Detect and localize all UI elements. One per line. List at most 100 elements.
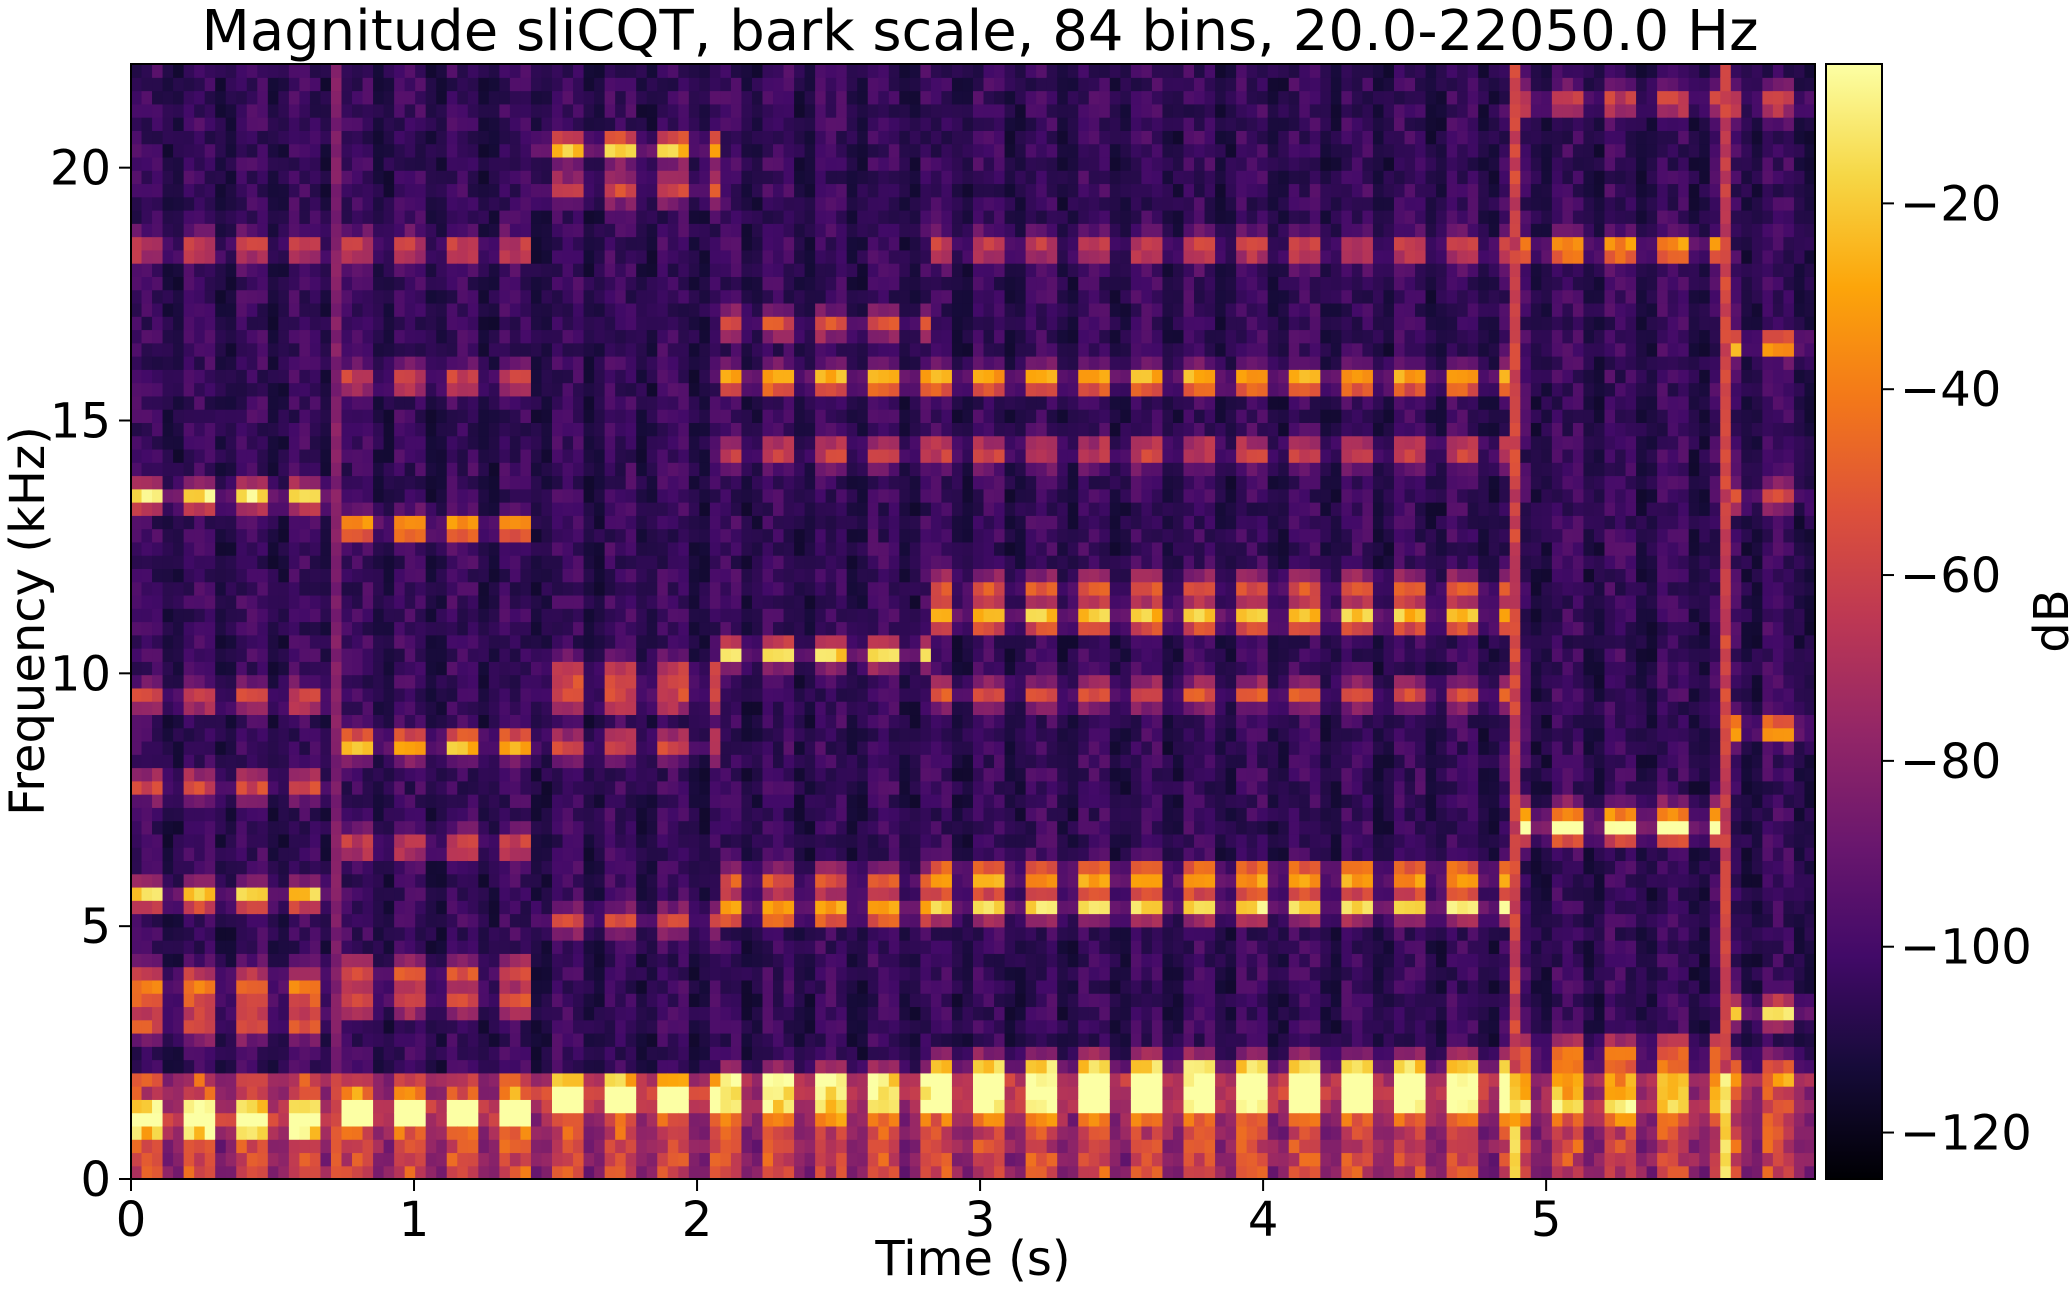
heatmap-cell bbox=[678, 183, 690, 198]
heatmap-cell bbox=[509, 435, 522, 450]
heatmap-cell bbox=[709, 369, 722, 384]
heatmap-cell bbox=[278, 117, 290, 131]
heatmap-cell bbox=[131, 462, 143, 477]
heatmap-cell bbox=[552, 1019, 564, 1034]
heatmap-cell bbox=[173, 1046, 185, 1061]
heatmap-cell bbox=[667, 621, 679, 636]
heatmap-cell bbox=[246, 276, 258, 291]
heatmap-cell bbox=[467, 1099, 479, 1114]
heatmap-cell bbox=[657, 502, 669, 516]
heatmap-cell bbox=[741, 687, 753, 702]
heatmap-cell bbox=[699, 382, 711, 397]
heatmap-cell bbox=[751, 1139, 764, 1154]
heatmap-cell bbox=[678, 913, 690, 928]
heatmap-cell bbox=[341, 263, 353, 277]
heatmap-cell bbox=[225, 528, 237, 543]
heatmap-cell bbox=[288, 1032, 301, 1047]
heatmap-cell bbox=[457, 701, 469, 716]
heatmap-cell bbox=[636, 1032, 648, 1047]
heatmap-cell bbox=[404, 541, 416, 556]
heatmap-cell bbox=[215, 1139, 227, 1154]
heatmap-cell bbox=[509, 860, 522, 875]
heatmap-cell bbox=[225, 422, 237, 437]
heatmap-cell bbox=[625, 356, 637, 370]
heatmap-cell bbox=[215, 767, 227, 782]
heatmap-cell bbox=[131, 103, 143, 118]
heatmap-cell bbox=[236, 488, 248, 503]
heatmap-cell bbox=[415, 940, 427, 954]
heatmap-cell bbox=[573, 395, 585, 410]
heatmap-cell bbox=[530, 674, 543, 689]
heatmap-cell bbox=[688, 382, 700, 397]
heatmap-cell bbox=[552, 833, 564, 848]
heatmap-cell bbox=[415, 130, 427, 145]
heatmap-cell bbox=[562, 1125, 574, 1140]
heatmap-cell bbox=[246, 1072, 258, 1087]
heatmap-cell bbox=[646, 661, 658, 676]
heatmap-cell bbox=[215, 1019, 227, 1034]
heatmap-cell bbox=[436, 940, 448, 954]
heatmap-cell bbox=[520, 634, 532, 649]
heatmap-cell bbox=[425, 143, 437, 158]
heatmap-cell bbox=[236, 183, 248, 198]
heatmap-cell bbox=[194, 940, 206, 954]
heatmap-cell bbox=[520, 807, 532, 822]
heatmap-cell bbox=[646, 886, 658, 901]
heatmap-cell bbox=[562, 382, 574, 397]
heatmap-cell bbox=[594, 289, 606, 304]
heatmap-cell bbox=[288, 356, 301, 370]
heatmap-cell bbox=[436, 886, 448, 901]
heatmap-cell bbox=[278, 64, 290, 78]
heatmap-cell bbox=[225, 714, 237, 729]
heatmap-cell bbox=[183, 249, 195, 264]
heatmap-cell bbox=[288, 1072, 301, 1087]
heatmap-cell bbox=[636, 1152, 648, 1167]
heatmap-cell bbox=[183, 1152, 195, 1167]
heatmap-cell bbox=[573, 674, 585, 689]
heatmap-cell bbox=[741, 356, 753, 370]
heatmap-cell bbox=[667, 210, 679, 224]
heatmap-cell bbox=[162, 886, 174, 901]
heatmap-cell bbox=[541, 183, 553, 198]
heatmap-cell bbox=[278, 462, 290, 477]
heatmap-cell bbox=[131, 754, 143, 769]
heatmap-cell bbox=[373, 103, 385, 118]
heatmap-cell bbox=[394, 515, 406, 530]
heatmap-cell bbox=[720, 913, 732, 928]
heatmap-cell bbox=[583, 502, 595, 516]
heatmap-cell bbox=[246, 979, 258, 994]
heatmap-cell bbox=[709, 1165, 722, 1179]
heatmap-cell bbox=[215, 740, 227, 755]
heatmap-cell bbox=[594, 382, 606, 397]
heatmap-cell bbox=[594, 196, 606, 211]
heatmap-cell bbox=[204, 780, 216, 795]
heatmap-cell bbox=[615, 1125, 627, 1140]
heatmap-cell bbox=[509, 488, 522, 503]
heatmap-cell bbox=[478, 210, 490, 224]
heatmap-cell bbox=[288, 475, 301, 490]
heatmap-cell bbox=[636, 873, 648, 888]
heatmap-cell bbox=[604, 608, 616, 623]
heatmap-cell bbox=[457, 847, 469, 862]
heatmap-cell bbox=[141, 740, 153, 755]
heatmap-cell bbox=[373, 329, 385, 344]
heatmap-cell bbox=[257, 1032, 269, 1047]
heatmap-cell bbox=[299, 674, 311, 689]
heatmap-cell bbox=[330, 594, 343, 609]
heatmap-cell bbox=[478, 462, 490, 477]
heatmap-cell bbox=[352, 608, 364, 623]
heatmap-cell bbox=[183, 143, 195, 158]
heatmap-cell bbox=[183, 1059, 195, 1074]
heatmap-cell bbox=[225, 1086, 237, 1100]
heatmap-cell bbox=[467, 900, 479, 915]
heatmap-cell bbox=[730, 1099, 743, 1114]
heatmap-cell bbox=[583, 847, 595, 862]
heatmap-cell bbox=[415, 196, 427, 211]
heatmap-cell bbox=[583, 993, 595, 1008]
heatmap-cell bbox=[688, 608, 700, 623]
heatmap-cell bbox=[730, 475, 743, 490]
heatmap-cell bbox=[657, 740, 669, 755]
heatmap-cell bbox=[341, 754, 353, 769]
heatmap-cell bbox=[194, 448, 206, 463]
heatmap-cell bbox=[278, 820, 290, 835]
